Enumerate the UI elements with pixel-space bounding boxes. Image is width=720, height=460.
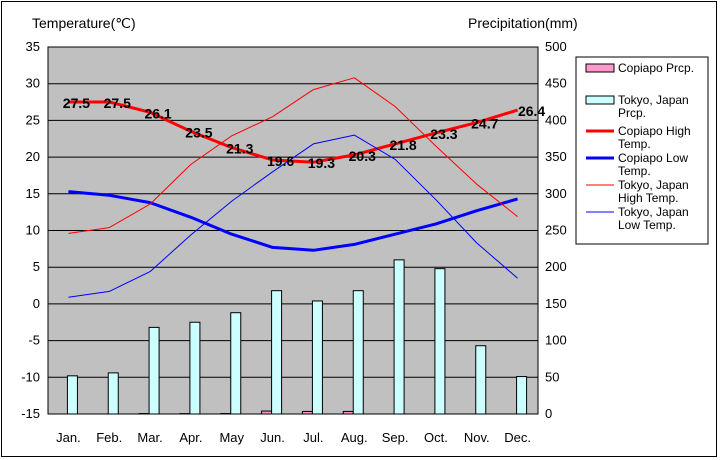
precipitation-bar (475, 345, 487, 415)
right-tick-label: 500 (545, 39, 567, 54)
legend-label: Low Temp. (618, 218, 676, 232)
precipitation-bar (516, 376, 528, 415)
precipitation-bar (271, 290, 283, 415)
precipitation-bar (434, 268, 446, 415)
x-tick-label: Apr. (179, 430, 202, 445)
precipitation-bar (352, 290, 364, 415)
data-label: 19.6 (267, 153, 294, 169)
precipitation-bar (393, 259, 405, 415)
legend-label: Temp. (618, 164, 651, 178)
right-tick-label: 450 (545, 76, 567, 91)
precipitation-bar (66, 375, 78, 415)
x-tick-label: Feb. (96, 430, 122, 445)
precipitation-bar (189, 321, 201, 415)
left-tick-label: 0 (33, 296, 40, 311)
precipitation-bar (311, 300, 323, 415)
right-tick-label: 200 (545, 259, 567, 274)
right-tick-label: 50 (545, 369, 559, 384)
left-tick-label: 15 (26, 186, 40, 201)
data-labels: 27.5 27.5 26.1 23.5 21.3 19.6 19.3 20.3 21.8 23.3… (63, 95, 546, 171)
x-tick-label: Oct. (424, 430, 448, 445)
precipitation-bar (342, 410, 354, 415)
data-label: 21.3 (226, 141, 253, 157)
right-tick-label: 250 (545, 223, 567, 238)
left-tick-label: 35 (26, 39, 40, 54)
data-label: 27.5 (104, 95, 131, 111)
temperature-series-line (68, 100, 519, 164)
left-tick-label: 5 (33, 259, 40, 274)
legend-label: Copiapo High (618, 124, 691, 138)
data-label: 24.7 (471, 116, 498, 132)
temperature-lines (68, 77, 519, 298)
x-tick-label: Sep. (382, 430, 409, 445)
left-tick-label: -15 (21, 406, 40, 421)
temperature-series-line (68, 77, 518, 234)
data-label: 23.5 (185, 124, 212, 140)
temperature-series-line (68, 134, 518, 298)
left-axis-title: Temperature(℃) (32, 15, 136, 31)
grid-lines (48, 83, 538, 378)
x-tick-label: Jun. (260, 430, 285, 445)
legend-label: Copiapo Low (618, 151, 688, 165)
x-tick-label: Mar. (137, 430, 162, 445)
right-tick-label: 400 (545, 112, 567, 127)
legend-swatch (585, 63, 615, 73)
axes: -15-10-505101520253035050100150200250300… (21, 39, 567, 445)
left-tick-label: 25 (26, 112, 40, 127)
precipitation-bar (107, 372, 119, 415)
legend-swatch (585, 95, 615, 105)
data-label: 23.3 (430, 126, 457, 142)
x-tick-label: Dec. (504, 430, 531, 445)
right-tick-label: 100 (545, 333, 567, 348)
x-tick-label: Jan. (56, 430, 81, 445)
data-label: 26.4 (518, 103, 545, 119)
temperature-series-line (68, 190, 519, 252)
left-tick-label: -5 (28, 333, 40, 348)
legend-label: Tokyo, Japan (618, 178, 689, 192)
precipitation-bar (261, 410, 273, 415)
left-tick-label: -10 (21, 369, 40, 384)
left-tick-label: 10 (26, 223, 40, 238)
x-tick-label: May (219, 430, 244, 445)
right-tick-label: 350 (545, 149, 567, 164)
x-tick-label: Nov. (464, 430, 490, 445)
legend-label: High Temp. (618, 191, 678, 205)
precipitation-bar (148, 326, 160, 415)
legend-label: Prcp. (618, 106, 646, 120)
legend-label: Copiapo Prcp. (618, 61, 694, 75)
right-axis-title: Precipitation(mm) (468, 15, 578, 31)
precipitation-bars (66, 259, 528, 415)
legend-box (575, 56, 709, 245)
x-tick-label: Jul. (303, 430, 323, 445)
data-label: 26.1 (144, 105, 171, 121)
left-tick-label: 30 (26, 76, 40, 91)
precipitation-bar (301, 410, 313, 415)
precipitation-bar (230, 312, 242, 415)
data-label: 27.5 (63, 95, 90, 111)
left-tick-label: 20 (26, 149, 40, 164)
x-tick-label: Aug. (341, 430, 368, 445)
legend-label: Tokyo, Japan (618, 205, 689, 219)
right-tick-label: 0 (545, 406, 552, 421)
data-label: 20.3 (349, 148, 376, 164)
data-label: 19.3 (308, 155, 335, 171)
legend-label: Temp. (618, 137, 651, 151)
right-tick-label: 150 (545, 296, 567, 311)
legend-label: Tokyo, Japan (618, 93, 689, 107)
data-label: 21.8 (389, 137, 416, 153)
right-tick-label: 300 (545, 186, 567, 201)
